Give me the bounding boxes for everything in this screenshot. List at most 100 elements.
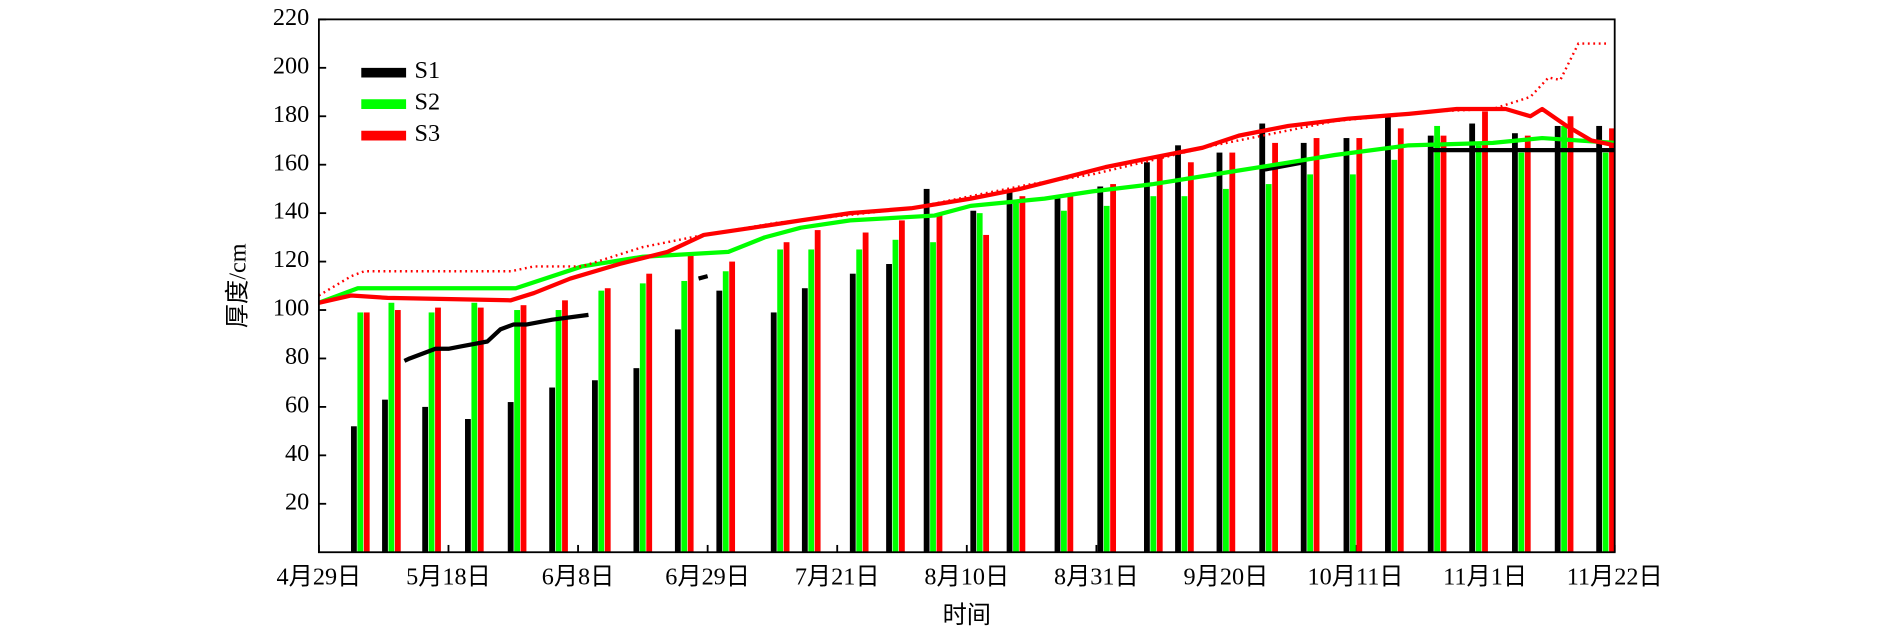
bar bbox=[428, 312, 435, 553]
bar bbox=[856, 249, 863, 553]
x-tick-label: 11月22日 bbox=[1567, 563, 1663, 590]
bar bbox=[471, 302, 478, 553]
x-tick-label: 8月31日 bbox=[1054, 563, 1139, 590]
bar bbox=[1397, 128, 1404, 553]
bar bbox=[555, 310, 562, 553]
bar bbox=[1110, 184, 1117, 553]
bar bbox=[1440, 135, 1447, 553]
bar bbox=[1054, 196, 1061, 553]
y-tick-label: 160 bbox=[273, 149, 309, 176]
x-tick-label: 11月1日 bbox=[1443, 563, 1527, 590]
bar bbox=[1181, 196, 1188, 553]
bar bbox=[514, 310, 521, 553]
line bbox=[318, 135, 1615, 305]
bar bbox=[507, 402, 514, 553]
bar bbox=[1524, 135, 1531, 553]
bar bbox=[1061, 210, 1067, 553]
bar bbox=[1385, 116, 1391, 553]
bar bbox=[520, 305, 527, 553]
bar bbox=[1609, 128, 1615, 553]
x-tick-label: 7月21日 bbox=[795, 563, 880, 590]
bar bbox=[1343, 138, 1350, 553]
bar bbox=[1097, 186, 1104, 553]
x-tick-label: 6月8日 bbox=[542, 563, 615, 590]
bar bbox=[729, 261, 736, 553]
bar bbox=[892, 239, 899, 553]
y-tick-label: 20 bbox=[285, 488, 309, 515]
bar bbox=[983, 234, 990, 553]
plot-frame bbox=[317, 18, 1616, 554]
bar bbox=[1175, 145, 1181, 553]
legend-label: S3 bbox=[415, 120, 441, 147]
bar bbox=[970, 210, 977, 553]
bar bbox=[1150, 196, 1157, 553]
x-tick-label: 6月29日 bbox=[665, 563, 750, 590]
bar bbox=[1602, 152, 1609, 553]
bar bbox=[770, 312, 777, 553]
x-tick-label: 5月18日 bbox=[406, 563, 491, 590]
y-tick-label: 180 bbox=[273, 101, 309, 128]
bar bbox=[777, 249, 784, 553]
bar bbox=[923, 188, 930, 553]
bar bbox=[1265, 184, 1272, 553]
line bbox=[403, 148, 1615, 363]
bar bbox=[1567, 116, 1574, 553]
bar bbox=[898, 220, 905, 553]
bar bbox=[681, 280, 688, 553]
x-tick-label: 10月11日 bbox=[1308, 563, 1404, 590]
bar bbox=[1156, 155, 1163, 553]
bar bbox=[936, 213, 943, 553]
bar bbox=[1427, 135, 1434, 553]
bar bbox=[1307, 174, 1314, 553]
bar bbox=[1475, 145, 1482, 553]
bar bbox=[814, 230, 821, 553]
line bbox=[318, 106, 1616, 305]
bar bbox=[435, 307, 441, 553]
bar bbox=[1349, 174, 1356, 553]
legend-label: S2 bbox=[415, 89, 441, 116]
bar bbox=[388, 302, 395, 553]
bar bbox=[886, 264, 892, 553]
bar bbox=[862, 232, 869, 553]
y-tick-label: 200 bbox=[273, 52, 309, 79]
bar bbox=[394, 310, 401, 553]
bar bbox=[674, 329, 681, 553]
bar bbox=[1512, 133, 1518, 553]
bar bbox=[465, 419, 471, 553]
bar bbox=[1469, 123, 1476, 553]
bar bbox=[1391, 159, 1398, 553]
bar bbox=[808, 249, 815, 553]
bar bbox=[1356, 138, 1363, 553]
bar bbox=[1518, 152, 1525, 553]
bar bbox=[849, 273, 856, 553]
bar bbox=[591, 380, 598, 553]
y-tick-label: 40 bbox=[285, 440, 309, 467]
bar bbox=[646, 273, 653, 553]
bar bbox=[1554, 125, 1561, 553]
bar bbox=[1434, 125, 1441, 553]
bar bbox=[801, 288, 808, 553]
y-tick-label: 140 bbox=[273, 198, 309, 225]
bar bbox=[1187, 162, 1194, 553]
bar bbox=[382, 399, 388, 553]
bar bbox=[1596, 125, 1603, 553]
x-tick-label: 9月20日 bbox=[1184, 563, 1269, 590]
bar bbox=[1103, 205, 1110, 553]
bar bbox=[1006, 191, 1013, 553]
bar bbox=[1259, 123, 1266, 553]
bar bbox=[1300, 142, 1307, 553]
bar bbox=[477, 307, 484, 553]
y-tick-label: 60 bbox=[285, 391, 309, 418]
bar bbox=[639, 283, 646, 553]
bar bbox=[350, 426, 357, 553]
bar bbox=[716, 290, 723, 553]
bar bbox=[1013, 201, 1019, 553]
bar bbox=[598, 290, 605, 553]
y-tick-label: 100 bbox=[273, 295, 309, 322]
legend-label: S1 bbox=[415, 57, 441, 84]
dotted-line bbox=[318, 42, 1610, 297]
y-axis-label: 厚度/cm bbox=[225, 243, 252, 328]
bar bbox=[422, 406, 429, 553]
